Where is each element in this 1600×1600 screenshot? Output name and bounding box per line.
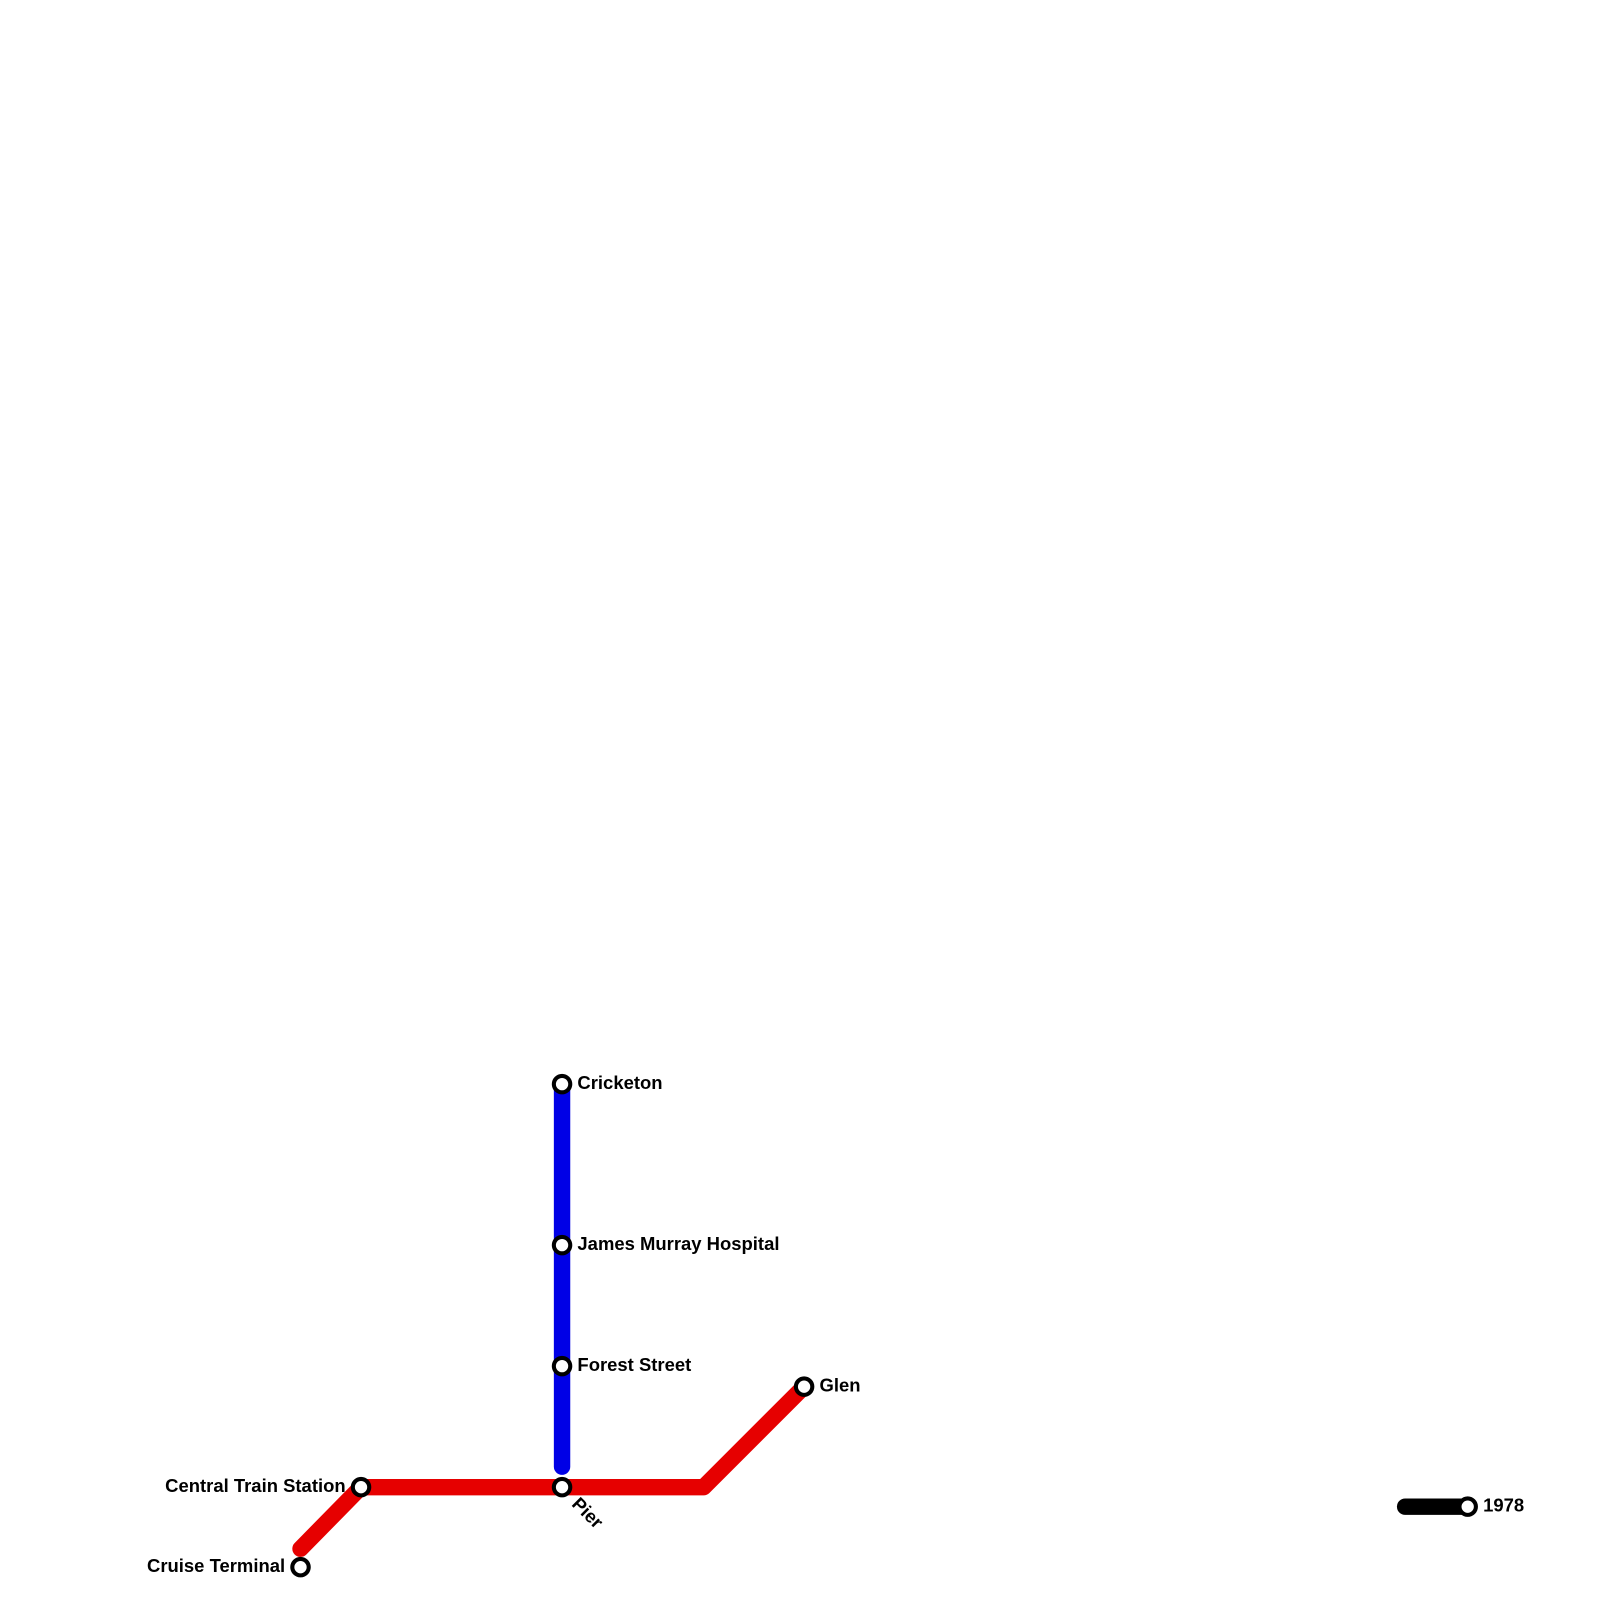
station <box>793 1376 815 1397</box>
station-label: Pier <box>568 1493 608 1533</box>
station-label: Cruise Terminal <box>147 1555 285 1576</box>
station-label: James Murray Hospital <box>577 1233 779 1254</box>
station-label: Forest Street <box>577 1354 691 1375</box>
station-label: Central Train Station <box>165 1475 345 1496</box>
station-label: Glen <box>819 1375 860 1396</box>
station-label: Cricketon <box>577 1072 662 1093</box>
station <box>551 1234 573 1256</box>
station <box>551 1073 573 1095</box>
red-line <box>292 1378 813 1557</box>
station <box>551 1476 573 1498</box>
station <box>350 1476 372 1498</box>
station <box>551 1355 573 1377</box>
station <box>1457 1496 1478 1517</box>
station-label: 1978 <box>1483 1495 1524 1516</box>
station <box>290 1556 311 1578</box>
